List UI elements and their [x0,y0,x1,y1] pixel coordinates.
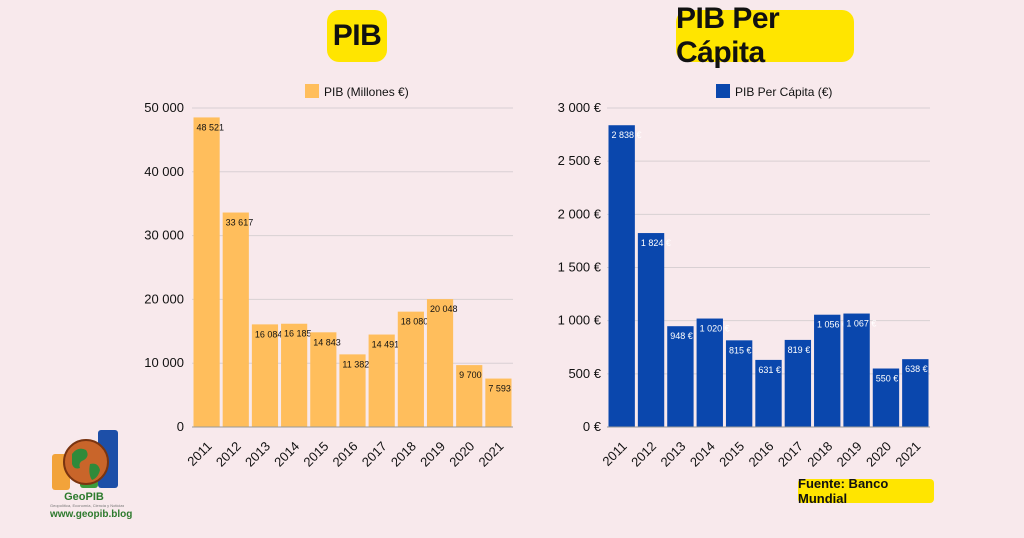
data-label: 20 048 [430,304,458,314]
bar-2017 [368,334,395,427]
logo-name: GeoPIB [64,491,104,503]
bar-2014 [281,323,308,427]
geopib-logo-icon [52,430,118,490]
data-label: 7 593 [488,384,511,394]
data-label: 1 824 € [641,238,671,248]
data-label: 48 521 [197,122,225,132]
data-label: 14 491 [372,340,400,350]
y-tick-label: 1 000 € [558,313,602,328]
bar-2018 [814,314,841,427]
data-label: 819 € [788,345,811,355]
data-label: 815 € [729,345,752,355]
data-label: 948 € [670,331,693,341]
x-tick-label: 2018 [804,439,835,470]
x-tick-label: 2017 [775,439,806,470]
x-tick-label: 2020 [863,439,894,470]
data-label: 2 838 € [612,130,642,140]
logo-url: www.geopib.blog [50,509,133,520]
bar-2020 [872,368,900,427]
y-tick-label: 3 000 € [558,100,602,115]
legend-swatch [305,84,319,98]
data-label: 638 € [905,364,928,374]
bar-2014 [696,318,723,427]
y-tick-label: 0 € [583,419,602,434]
data-label: 631 € [758,365,781,375]
bar-2011 [193,117,220,427]
legend-label: PIB (Millones €) [324,85,409,99]
logo-tagline: Geopolítica, Economía, Ciencia y Noticia… [50,503,124,508]
data-label: 14 843 [313,337,341,347]
y-tick-label: 500 € [568,366,601,381]
y-tick-label: 2 000 € [558,206,602,221]
x-tick-label: 2014 [687,439,718,470]
data-label: 11 382 [342,359,369,369]
bar-2021 [902,359,929,427]
bar-2013 [667,326,694,427]
x-tick-label: 2013 [657,439,688,470]
data-label: 9 700 [459,370,482,380]
source-badge: Fuente: Banco Mundial [798,476,934,506]
data-label: 1 020 € [700,324,730,334]
y-tick-label: 40 000 [144,164,184,179]
x-tick-label: 2015 [716,439,747,470]
bar-2015 [725,340,753,427]
bar-2017 [784,339,812,427]
y-tick-label: 20 000 [144,291,184,306]
y-tick-label: 10 000 [144,355,184,370]
bar-2019 [843,313,870,427]
x-tick-label: 2021 [892,439,923,470]
bar-2020 [456,365,483,427]
y-tick-label: 1 500 € [558,260,602,275]
bar-2012 [637,233,665,427]
bar-2012 [222,212,249,427]
bar-2011 [608,125,635,427]
x-tick-label: 2012 [628,439,659,470]
data-label: 16 084 [255,329,283,339]
data-label: 18 080 [401,317,429,327]
data-label: 550 € [876,374,899,384]
y-tick-label: 30 000 [144,228,184,243]
legend-label: PIB Per Cápita (€) [735,85,832,99]
bar-2015 [310,332,337,427]
data-label: 33 617 [226,218,254,228]
x-tick-label: 2019 [834,439,865,470]
bar-2018 [397,311,424,427]
data-label: 1 056 € [817,320,847,330]
y-tick-label: 2 500 € [558,153,602,168]
legend-swatch [716,84,730,98]
data-label: 1 067 € [846,319,876,329]
bar-2016 [339,354,366,427]
bar-2019 [426,299,454,427]
y-tick-label: 50 000 [144,100,184,115]
bar-2021 [485,378,512,427]
x-tick-label: 2011 [599,439,629,469]
bar-2016 [755,359,782,427]
bar-2013 [251,324,279,427]
chart-title-pib: PIB [327,10,387,62]
data-label: 16 185 [284,329,312,339]
y-tick-label: 0 [177,419,184,434]
x-tick-label: 2016 [746,439,777,470]
